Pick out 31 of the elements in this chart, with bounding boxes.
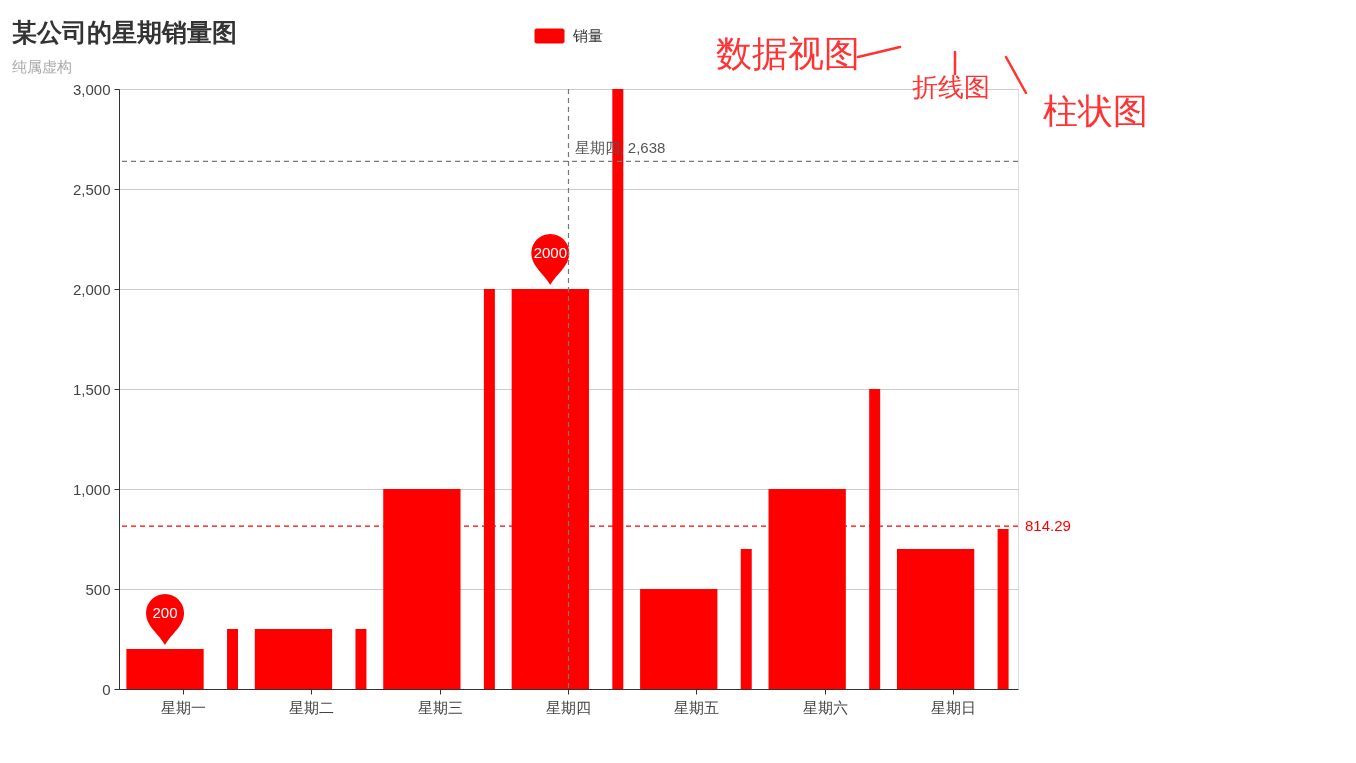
y-tick-label: 2,000 bbox=[72, 280, 111, 298]
x-tick-label: 星期四 bbox=[546, 698, 591, 716]
bar bbox=[126, 649, 204, 689]
y-tick-label: 500 bbox=[85, 580, 111, 598]
bar bbox=[997, 529, 1009, 689]
text: 柱状图 bbox=[1043, 92, 1148, 131]
bar bbox=[254, 629, 333, 689]
text: 数据视图 bbox=[716, 34, 860, 74]
bar bbox=[355, 629, 367, 689]
data-label: 2000 bbox=[533, 244, 567, 261]
x-tick-label: 星期一 bbox=[160, 698, 206, 716]
bar bbox=[640, 589, 718, 689]
bar bbox=[227, 629, 239, 689]
x-tick-label: 星期五 bbox=[674, 698, 720, 716]
x-tick-label: 星期六 bbox=[802, 698, 848, 716]
x-tick-label: 星期二 bbox=[289, 698, 335, 716]
y-tick-label: 2,500 bbox=[72, 180, 111, 198]
chart-title: 某公司的星期销量图 bbox=[12, 18, 237, 46]
annotation: 折线图 bbox=[912, 73, 990, 102]
x-tick-label: 星期日 bbox=[931, 698, 977, 716]
y-tick-label: 1,500 bbox=[72, 380, 111, 398]
x-tick-label: 星期三 bbox=[417, 698, 463, 716]
data-label: 200 bbox=[152, 604, 178, 621]
bar bbox=[896, 549, 975, 689]
y-tick-label: 0 bbox=[102, 680, 111, 698]
bar bbox=[740, 549, 752, 689]
ref-line-label: 814.29 bbox=[1025, 517, 1071, 535]
legend-label: 销量 bbox=[571, 27, 603, 44]
y-tick-label: 3,000 bbox=[72, 80, 111, 98]
y-tick-label: 1,000 bbox=[72, 480, 111, 498]
chart-subtitle: 纯属虚构 bbox=[12, 58, 72, 75]
